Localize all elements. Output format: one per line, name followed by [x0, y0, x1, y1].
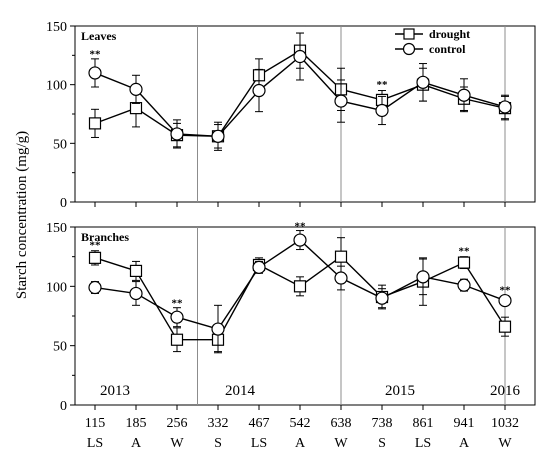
data-point-drought [293, 280, 307, 293]
data-point-drought [498, 320, 512, 333]
panel-title-leaves: Leaves [81, 29, 117, 43]
year-label-2015: 2015 [385, 383, 415, 399]
data-point-drought [457, 256, 471, 269]
y-tick-label: 150 [46, 20, 67, 35]
significance-marker: ** [90, 49, 102, 61]
data-point-control [88, 66, 102, 80]
season-label: A [459, 436, 470, 451]
x-tick-label: 467 [249, 416, 270, 431]
data-point-control [88, 280, 102, 295]
year-label-2013: 2013 [100, 383, 130, 399]
data-point-drought [170, 333, 184, 346]
significance-marker: ** [172, 298, 184, 310]
data-point-control [293, 233, 307, 247]
data-point-control [375, 291, 389, 305]
season-label: W [334, 436, 348, 451]
data-point-control [334, 271, 348, 285]
legend-marker-control [402, 42, 416, 56]
y-tick-label: 150 [46, 221, 67, 236]
x-tick-label: 115 [85, 416, 105, 431]
data-point-control [457, 88, 471, 102]
y-tick-label: 100 [46, 280, 67, 295]
significance-marker: ** [90, 239, 102, 251]
data-point-drought [88, 251, 102, 264]
data-point-control [498, 293, 512, 308]
data-point-control [129, 286, 143, 301]
x-tick-label: 638 [331, 416, 352, 431]
x-tick-label: 332 [208, 416, 229, 431]
y-tick-label: 0 [60, 399, 67, 414]
y-tick-label: 0 [60, 196, 67, 211]
season-label: LS [415, 436, 431, 451]
season-label: W [498, 436, 512, 451]
season-label: LS [251, 436, 267, 451]
y-axis-label: Starch concentration (mg/g) [14, 131, 30, 299]
data-point-control [416, 75, 430, 89]
legend-label-drought: drought [429, 27, 470, 41]
data-point-control [211, 129, 225, 143]
x-tick-label: 542 [290, 416, 311, 431]
season-label: A [131, 436, 142, 451]
season-label: LS [87, 436, 103, 451]
y-tick-label: 50 [53, 340, 67, 355]
panel-title-branches: Branches [81, 230, 129, 244]
significance-marker: ** [500, 284, 512, 296]
series-line-drought [94, 255, 506, 341]
season-label: S [378, 436, 386, 451]
data-point-control [170, 127, 184, 141]
series-drought [88, 237, 512, 353]
data-point-drought [88, 117, 102, 130]
x-tick-label: 185 [126, 416, 147, 431]
y-tick-label: 100 [46, 79, 67, 94]
data-point-drought [129, 264, 143, 278]
year-label-2014: 2014 [225, 383, 256, 399]
x-tick-label: 1032 [491, 416, 519, 431]
data-point-drought [334, 250, 348, 263]
data-point-control [293, 49, 307, 64]
data-point-control [457, 278, 471, 292]
data-point-control [170, 310, 184, 324]
data-point-control [252, 83, 266, 98]
x-tick-label: 861 [413, 416, 434, 431]
significance-marker: ** [459, 245, 471, 257]
significance-marker: ** [377, 79, 389, 91]
data-point-control [211, 322, 225, 336]
significance-marker: ** [295, 220, 307, 232]
series-control [88, 230, 512, 354]
season-label: A [295, 436, 306, 451]
series-control [88, 32, 512, 151]
data-point-control [129, 82, 143, 96]
data-point-drought [129, 102, 143, 115]
season-label: S [214, 436, 222, 451]
data-point-control [416, 270, 430, 284]
legend-label-control: control [429, 42, 466, 56]
data-point-control [334, 94, 348, 108]
y-tick-label: 50 [53, 137, 67, 152]
data-point-control [498, 100, 512, 114]
data-point-control [252, 260, 266, 274]
season-label: W [170, 436, 184, 451]
data-point-control [375, 103, 389, 118]
x-tick-label: 738 [372, 416, 393, 431]
x-tick-label: 256 [167, 416, 188, 431]
legend-marker-drought [403, 28, 415, 40]
x-tick-label: 941 [454, 416, 475, 431]
